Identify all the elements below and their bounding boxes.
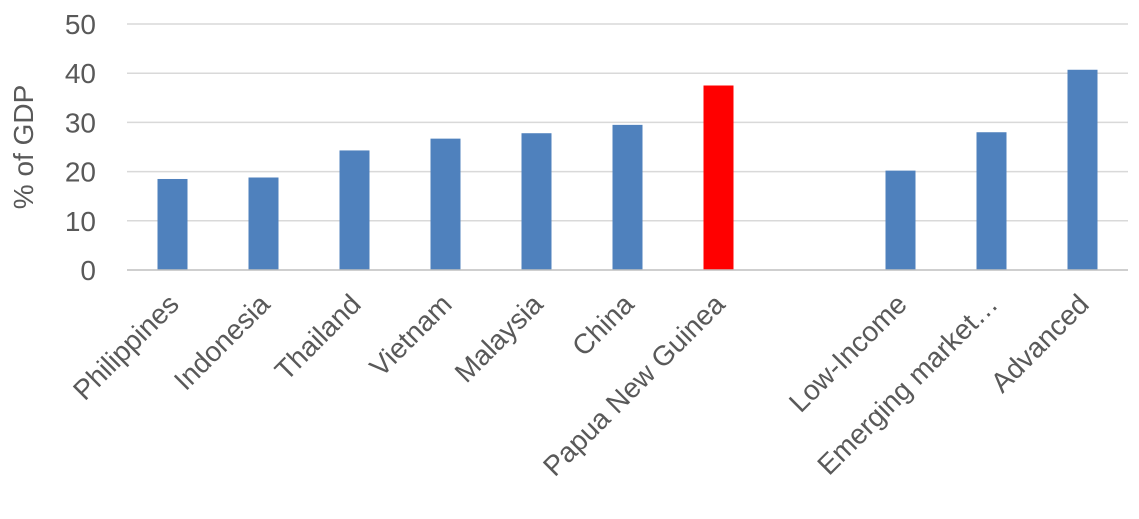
y-tick-label: 10 [65,206,96,237]
bar [612,124,643,270]
bar [1067,69,1098,270]
x-tick-label: Vietnam [364,288,458,382]
x-tick-label: Indonesia [168,288,276,396]
y-axis-title: % of GDP [8,85,39,209]
y-tick-label: 20 [65,157,96,188]
x-tick-label: China [566,288,640,362]
bar [976,132,1007,270]
bar [248,177,279,270]
y-tick-label: 30 [65,107,96,138]
bar [157,178,188,270]
y-tick-label: 40 [65,58,96,89]
x-axis-labels: PhilippinesIndonesiaThailandVietnamMalay… [67,288,1095,482]
y-axis-ticks: 0 10 20 30 40 50 [65,9,96,286]
bar [885,170,916,270]
x-tick-label: Advanced [985,288,1095,398]
gridlines [127,23,1128,222]
bars [157,69,1098,270]
x-tick-label: Philippines [67,288,185,406]
x-tick-label: Papua New Guinea [537,288,731,482]
y-tick-label: 0 [80,255,96,286]
y-tick-label: 50 [65,9,96,40]
bar [703,85,734,270]
x-tick-label: Emerging market… [811,288,1003,480]
bar [339,150,370,270]
x-tick-label: Thailand [269,288,367,386]
bar [521,133,552,270]
x-tick-label: Malaysia [449,288,549,388]
bar [430,138,461,270]
